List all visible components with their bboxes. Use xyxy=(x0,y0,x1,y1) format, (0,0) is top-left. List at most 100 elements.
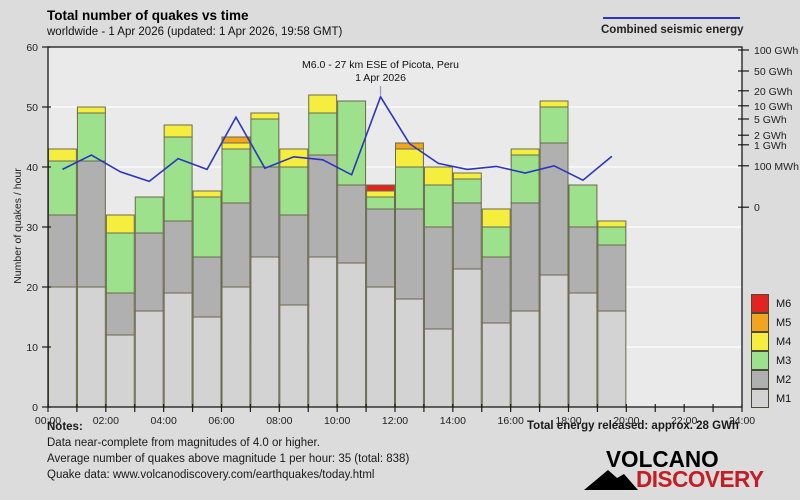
bar-segment-m2-h14 xyxy=(452,202,482,270)
right-axis-tick-label: 100 GWh xyxy=(754,45,799,57)
bar-segment-m3-h19 xyxy=(597,226,627,246)
bar-segment-m4-h16 xyxy=(510,148,540,156)
bar-segment-m2-h7 xyxy=(250,166,280,258)
bar-segment-m1-h3 xyxy=(134,310,164,408)
x-tick-label: 16:00 xyxy=(498,415,524,427)
x-tick-label: 06:00 xyxy=(208,415,234,427)
x-tick-label: 08:00 xyxy=(266,415,292,427)
right-axis-tick-label: 1 GWh xyxy=(754,140,787,152)
energy-line-legend-label: Combined seismic energy xyxy=(601,24,744,36)
bar-segment-m4-h13 xyxy=(423,166,453,186)
total-energy-label: Total energy released: approx. 28 GWh xyxy=(527,420,739,432)
bar-segment-m1-h7 xyxy=(250,256,280,408)
bar-segment-m1-h1 xyxy=(76,286,106,408)
y-tick-label: 0 xyxy=(32,402,38,414)
bar-segment-m2-h16 xyxy=(510,202,540,312)
bar-segment-m2-h19 xyxy=(597,244,627,312)
bar-segment-m2-h12 xyxy=(395,208,424,300)
bar-segment-m3-h15 xyxy=(481,226,511,258)
bar-segment-m2-h13 xyxy=(423,226,453,330)
legend-label-m4: M4 xyxy=(776,335,792,348)
legend-swatch-m6 xyxy=(751,293,769,313)
x-tick-label: 22:00 xyxy=(671,415,697,427)
bar-segment-m3-h2 xyxy=(105,232,135,294)
energy-line-legend-swatch xyxy=(603,17,740,19)
x-tick-label: 18:00 xyxy=(555,415,581,427)
bar-segment-m3-h13 xyxy=(423,184,453,228)
bar-segment-m1-h0 xyxy=(48,286,77,408)
y-tick-label: 30 xyxy=(26,222,38,234)
x-tick-label: 20:00 xyxy=(613,415,639,427)
bar-segment-m4-h2 xyxy=(105,214,135,234)
bar-segment-m3-h5 xyxy=(192,196,222,258)
bar-segment-m3-h4 xyxy=(163,136,193,222)
bar-segment-m2-h6 xyxy=(221,202,251,288)
legend-item-m3: M3 xyxy=(751,350,791,370)
magnitude-legend: M6 M5 M4 M3 M2 M1 xyxy=(751,293,792,408)
bar-segment-m3-h8 xyxy=(279,166,309,216)
volcano-discovery-logo[interactable]: VOLCANO DISCOVERY xyxy=(584,446,794,494)
bar-segment-m1-h10 xyxy=(337,262,367,408)
bar-segment-m1-h9 xyxy=(308,256,338,408)
logo-text-discovery: DISCOVERY xyxy=(636,466,764,492)
bar-segment-m3-h16 xyxy=(510,154,540,204)
bar-segment-m2-h8 xyxy=(279,214,309,306)
bar-segment-m2-h5 xyxy=(192,256,222,318)
bar-segment-m1-h13 xyxy=(423,328,453,408)
bar-segment-m2-h11 xyxy=(366,208,396,288)
bar-segment-m1-h19 xyxy=(597,310,627,408)
annotation-line-2: 1 Apr 2026 xyxy=(355,72,406,84)
bar-segment-m2-h10 xyxy=(337,184,367,264)
x-tick-label: 10:00 xyxy=(324,415,350,427)
bar-segment-m1-h6 xyxy=(221,286,251,408)
legend-swatch-m1 xyxy=(751,388,769,408)
y-tick-label: 40 xyxy=(26,162,38,174)
bar-segment-m1-h17 xyxy=(539,274,569,408)
x-tick-label: 04:00 xyxy=(151,415,177,427)
bar-segment-m1-h14 xyxy=(452,268,482,408)
right-axis-tick-label: 5 GWh xyxy=(754,114,787,126)
bar-segment-m4-h14 xyxy=(452,172,482,180)
bar-segment-m3-h12 xyxy=(395,166,424,210)
legend-label-m6: M6 xyxy=(776,297,792,310)
bar-segment-m4-h19 xyxy=(597,220,627,228)
energy-line xyxy=(62,94,613,183)
bar-segment-m4-h7 xyxy=(250,112,280,120)
bar-segment-m1-h4 xyxy=(163,292,193,408)
bar-segment-m1-h11 xyxy=(366,286,396,408)
notes-line-1: Data near-complete from magnitudes of 4.… xyxy=(47,437,320,449)
legend-swatch-m2 xyxy=(751,369,769,389)
y-axis-label: Number of quakes / hour xyxy=(12,168,24,284)
notes-block: Notes: Data near-complete from magnitude… xyxy=(47,419,409,483)
bar-segment-m2-h18 xyxy=(568,226,598,294)
bar-segment-m4-h0 xyxy=(48,148,77,162)
bar-segment-m3-h18 xyxy=(568,184,598,228)
bar-segment-m2-h9 xyxy=(308,154,338,258)
legend-swatch-m5 xyxy=(751,312,769,332)
bar-segment-m4-h17 xyxy=(539,100,569,108)
bar-segment-m2-h0 xyxy=(48,214,77,288)
bar-segment-m3-h1 xyxy=(76,112,106,162)
bar-segment-m1-h5 xyxy=(192,316,222,408)
bar-segment-m4-h6 xyxy=(221,142,251,150)
x-tick-label: 00:00 xyxy=(35,415,61,427)
legend-label-m2: M2 xyxy=(776,373,792,386)
legend-item-m2: M2 xyxy=(751,369,792,389)
legend-item-m1: M1 xyxy=(751,388,791,408)
legend-label-m5: M5 xyxy=(776,316,792,329)
y-tick-label: 20 xyxy=(26,282,38,294)
bar-segment-m1-h2 xyxy=(105,334,135,408)
bar-segment-m2-h3 xyxy=(134,232,164,312)
bar-segment-m3-h7 xyxy=(250,118,280,168)
bar-segment-m3-h0 xyxy=(48,160,77,216)
bar-segment-m2-h17 xyxy=(539,142,569,276)
bar-segment-m2-h2 xyxy=(105,292,135,336)
bar-segment-m4-h11 xyxy=(366,190,396,198)
bar-segment-m2-h4 xyxy=(163,220,193,294)
legend-item-m4: M4 xyxy=(751,331,792,351)
notes-line-2: Average number of quakes above magnitude… xyxy=(47,453,410,465)
bar-segment-m5-h6 xyxy=(221,136,251,144)
bar-segment-m4-h5 xyxy=(192,190,222,198)
bar-segment-m1-h12 xyxy=(395,298,424,408)
